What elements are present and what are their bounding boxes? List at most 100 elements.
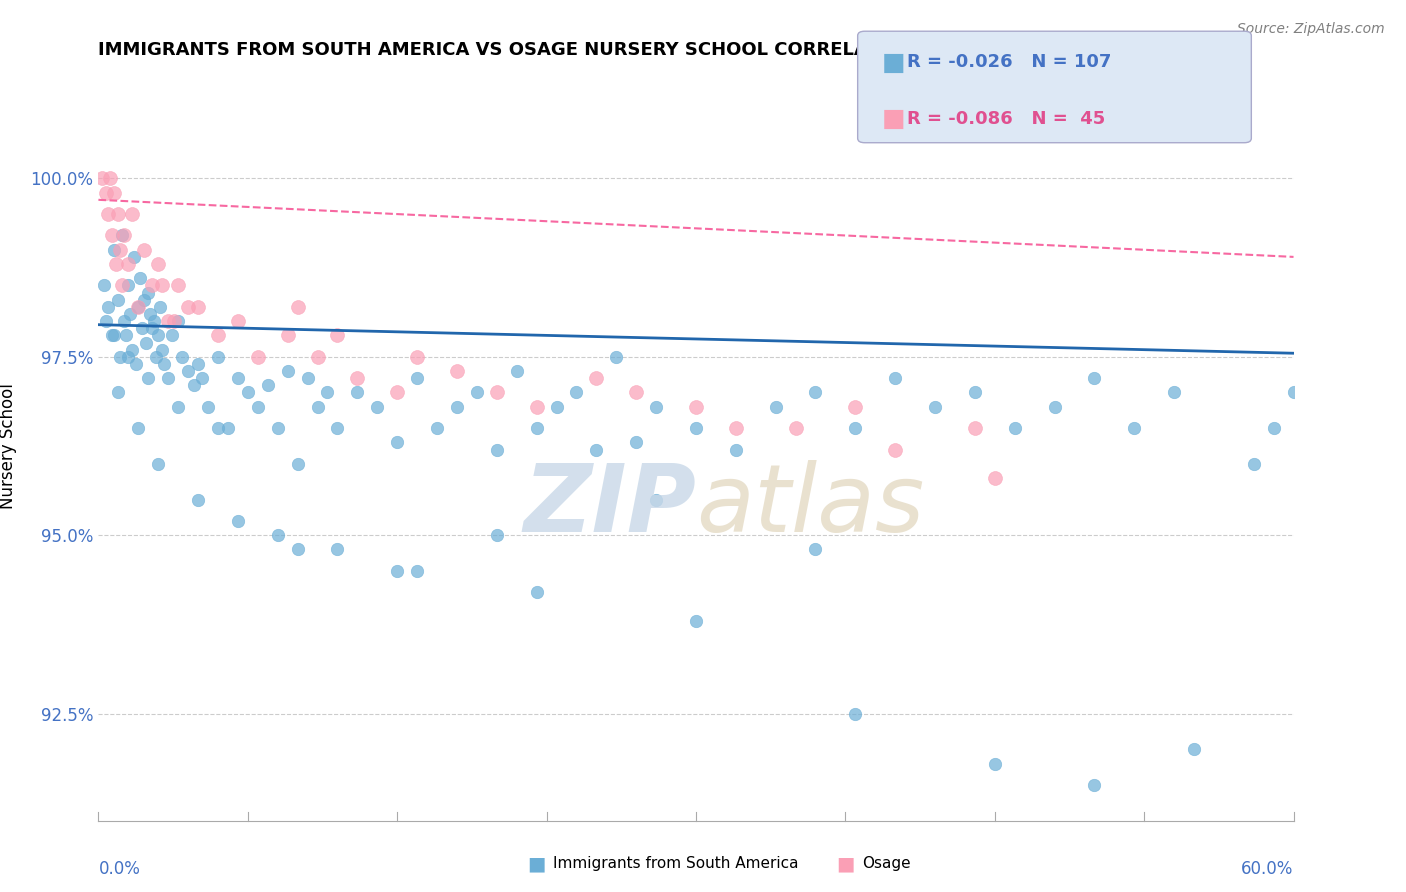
Point bbox=[724, 442, 747, 457]
Point bbox=[117, 257, 139, 271]
Point bbox=[191, 371, 214, 385]
Point bbox=[163, 314, 186, 328]
Point bbox=[139, 307, 162, 321]
Point bbox=[765, 400, 787, 414]
Point bbox=[1282, 385, 1305, 400]
Point bbox=[1083, 778, 1105, 792]
Point bbox=[131, 321, 153, 335]
Point bbox=[93, 278, 115, 293]
Point bbox=[446, 400, 468, 414]
Point bbox=[685, 400, 707, 414]
Point bbox=[103, 186, 125, 200]
Point bbox=[685, 421, 707, 435]
Point bbox=[115, 328, 138, 343]
Point bbox=[134, 293, 156, 307]
Point bbox=[465, 385, 488, 400]
Point bbox=[183, 378, 205, 392]
Point bbox=[506, 364, 529, 378]
Point bbox=[307, 350, 329, 364]
Point bbox=[105, 257, 128, 271]
Point bbox=[406, 350, 429, 364]
Point bbox=[117, 278, 139, 293]
Point bbox=[125, 357, 148, 371]
Point bbox=[107, 293, 129, 307]
Point bbox=[226, 314, 249, 328]
Point bbox=[127, 300, 149, 314]
Point bbox=[101, 328, 124, 343]
Point bbox=[1083, 371, 1105, 385]
Point bbox=[645, 492, 668, 507]
Point bbox=[107, 385, 129, 400]
Point bbox=[143, 314, 166, 328]
Point bbox=[107, 207, 129, 221]
Point bbox=[366, 400, 388, 414]
Point bbox=[963, 385, 986, 400]
Point bbox=[267, 421, 290, 435]
Point bbox=[924, 400, 946, 414]
Point bbox=[326, 328, 349, 343]
Point bbox=[136, 285, 159, 300]
Point bbox=[157, 371, 180, 385]
Point bbox=[406, 564, 429, 578]
Point bbox=[346, 385, 368, 400]
Point bbox=[129, 271, 152, 285]
Point bbox=[112, 228, 135, 243]
Point bbox=[121, 343, 143, 357]
Text: ZIP: ZIP bbox=[523, 460, 696, 552]
Point bbox=[98, 171, 122, 186]
Point bbox=[127, 300, 149, 314]
Point bbox=[135, 335, 157, 350]
Point bbox=[526, 421, 548, 435]
Point bbox=[103, 243, 125, 257]
Point bbox=[120, 307, 142, 321]
Point bbox=[150, 343, 173, 357]
Point bbox=[110, 243, 132, 257]
Point bbox=[884, 442, 907, 457]
Point bbox=[148, 257, 170, 271]
Point bbox=[804, 542, 827, 557]
Text: 60.0%: 60.0% bbox=[1241, 860, 1294, 878]
Point bbox=[326, 542, 349, 557]
Point bbox=[97, 207, 120, 221]
Point bbox=[148, 457, 170, 471]
Text: R = -0.086   N =  45: R = -0.086 N = 45 bbox=[907, 110, 1105, 128]
Y-axis label: Nursery School: Nursery School bbox=[0, 383, 17, 509]
Point bbox=[111, 278, 134, 293]
Point bbox=[277, 328, 299, 343]
Point bbox=[136, 371, 159, 385]
Point bbox=[91, 171, 114, 186]
Point bbox=[685, 614, 707, 628]
Point bbox=[446, 364, 468, 378]
Point bbox=[385, 564, 409, 578]
Point bbox=[177, 300, 200, 314]
Point bbox=[297, 371, 319, 385]
Point bbox=[1182, 742, 1205, 756]
Point bbox=[246, 400, 269, 414]
Point bbox=[96, 314, 118, 328]
Point bbox=[149, 300, 172, 314]
Text: ■: ■ bbox=[882, 51, 905, 74]
Point bbox=[207, 328, 229, 343]
Point bbox=[287, 300, 309, 314]
Point bbox=[804, 385, 827, 400]
Point bbox=[626, 435, 648, 450]
Point bbox=[984, 756, 1007, 771]
Text: Osage: Osage bbox=[862, 856, 911, 871]
Point bbox=[984, 471, 1007, 485]
Point bbox=[207, 350, 229, 364]
Point bbox=[565, 385, 588, 400]
Point bbox=[485, 528, 508, 542]
Point bbox=[167, 314, 190, 328]
Point bbox=[485, 385, 508, 400]
Point bbox=[177, 364, 200, 378]
Point bbox=[287, 542, 309, 557]
Point bbox=[117, 350, 139, 364]
Point bbox=[187, 492, 209, 507]
Point bbox=[844, 706, 866, 721]
Point bbox=[103, 328, 125, 343]
Point bbox=[141, 321, 163, 335]
Text: R = -0.026   N = 107: R = -0.026 N = 107 bbox=[907, 54, 1111, 71]
Point bbox=[346, 371, 368, 385]
Point bbox=[844, 421, 866, 435]
Point bbox=[426, 421, 449, 435]
